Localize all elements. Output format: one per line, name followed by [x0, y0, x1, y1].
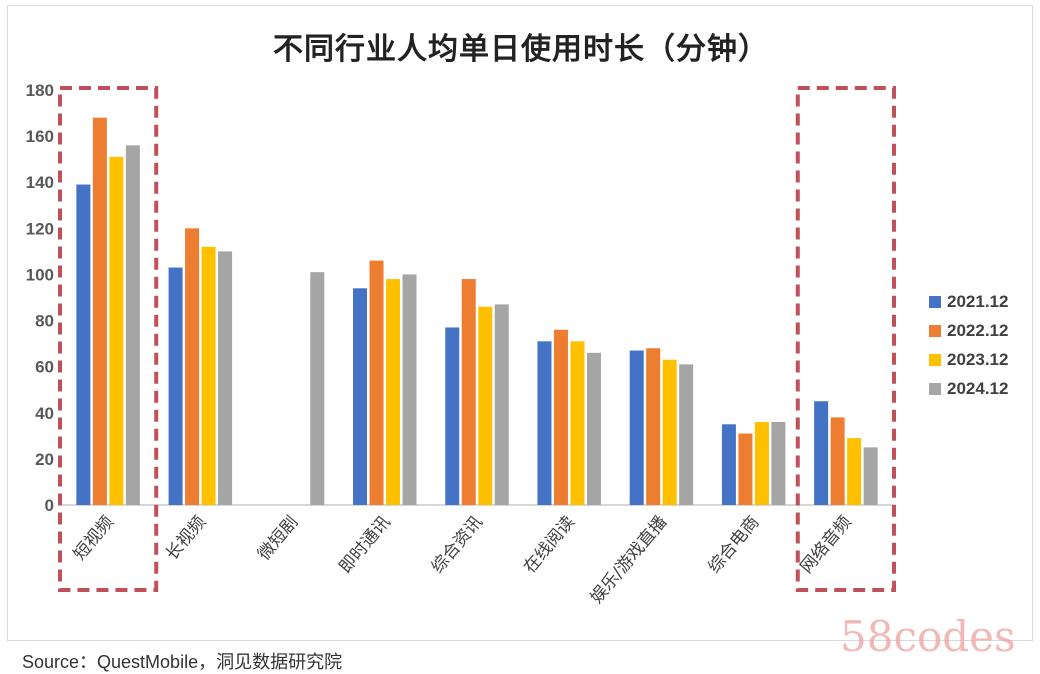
bar-2021.12-7 [721, 424, 736, 505]
x-tick-label: 在线阅读 [520, 512, 579, 577]
x-tick-label: 娱乐/游戏直播 [587, 512, 672, 607]
legend-swatch [929, 354, 941, 366]
bar-2023.12-6 [662, 359, 677, 505]
bar-2023.12-5 [570, 341, 585, 505]
bar-2023.12-8 [847, 438, 862, 505]
bar-2024.12-2 [310, 272, 325, 505]
y-tick-label: 0 [45, 496, 54, 515]
bar-2021.12-1 [168, 267, 183, 505]
y-tick-label: 80 [35, 312, 54, 331]
y-tick-label: 160 [26, 127, 54, 146]
x-tick-label: 长视频 [162, 512, 210, 564]
bar-2023.12-7 [754, 422, 769, 505]
bar-2024.12-4 [494, 304, 509, 505]
bar-2024.12-8 [863, 447, 878, 505]
bar-2021.12-3 [353, 288, 368, 505]
legend-swatch [929, 383, 941, 395]
y-tick-label: 120 [26, 219, 54, 238]
bar-2023.12-0 [109, 156, 124, 505]
source-note: Source：QuestMobile，洞见数据研究院 [22, 652, 343, 672]
x-tick-label: 综合资讯 [428, 512, 487, 577]
x-tick-label: 综合电商 [704, 512, 763, 577]
x-tick-label: 即时通讯 [336, 512, 395, 577]
bar-2021.12-0 [76, 184, 91, 505]
bar-2024.12-1 [218, 251, 233, 505]
y-tick-label: 20 [35, 450, 54, 469]
y-tick-label: 140 [26, 173, 54, 192]
x-tick-label: 网络音频 [797, 512, 856, 577]
bar-2022.12-0 [92, 117, 107, 506]
bar-2024.12-5 [586, 352, 601, 505]
y-tick-label: 40 [35, 404, 54, 423]
y-tick-label: 100 [26, 265, 54, 284]
bar-2022.12-1 [185, 228, 200, 506]
bar-2024.12-6 [679, 364, 694, 505]
bar-2022.12-5 [553, 329, 568, 505]
y-tick-label: 180 [26, 81, 54, 100]
bar-2021.12-8 [814, 401, 829, 505]
bar-2023.12-4 [478, 306, 493, 505]
bar-2021.12-6 [629, 350, 644, 505]
bar-2023.12-3 [386, 279, 401, 505]
x-tick-label: 微短剧 [254, 512, 302, 564]
legend-swatch [929, 296, 941, 308]
bar-2022.12-4 [461, 279, 476, 505]
bar-2023.12-1 [201, 246, 216, 505]
legend-label: 2023.12 [947, 350, 1008, 369]
bar-2024.12-0 [125, 145, 140, 506]
bar-2022.12-8 [830, 417, 845, 505]
highlight-box [58, 86, 159, 592]
bar-2024.12-3 [402, 274, 417, 505]
legend-label: 2021.12 [947, 292, 1008, 311]
y-tick-label: 60 [35, 358, 54, 377]
bar-2021.12-5 [537, 341, 552, 505]
legend-label: 2022.12 [947, 321, 1008, 340]
bar-2022.12-7 [738, 433, 753, 505]
highlight-box [795, 86, 896, 592]
bar-2022.12-3 [369, 260, 384, 505]
chart-title: 不同行业人均单日使用时长（分钟） [273, 32, 769, 67]
bar-2024.12-7 [771, 422, 786, 505]
legend-swatch [929, 325, 941, 337]
legend-label: 2024.12 [947, 379, 1008, 398]
watermark-text: 58codes [840, 612, 1016, 661]
bar-2021.12-4 [445, 327, 460, 505]
x-tick-label: 短视频 [70, 512, 118, 564]
bar-2022.12-6 [646, 348, 661, 505]
